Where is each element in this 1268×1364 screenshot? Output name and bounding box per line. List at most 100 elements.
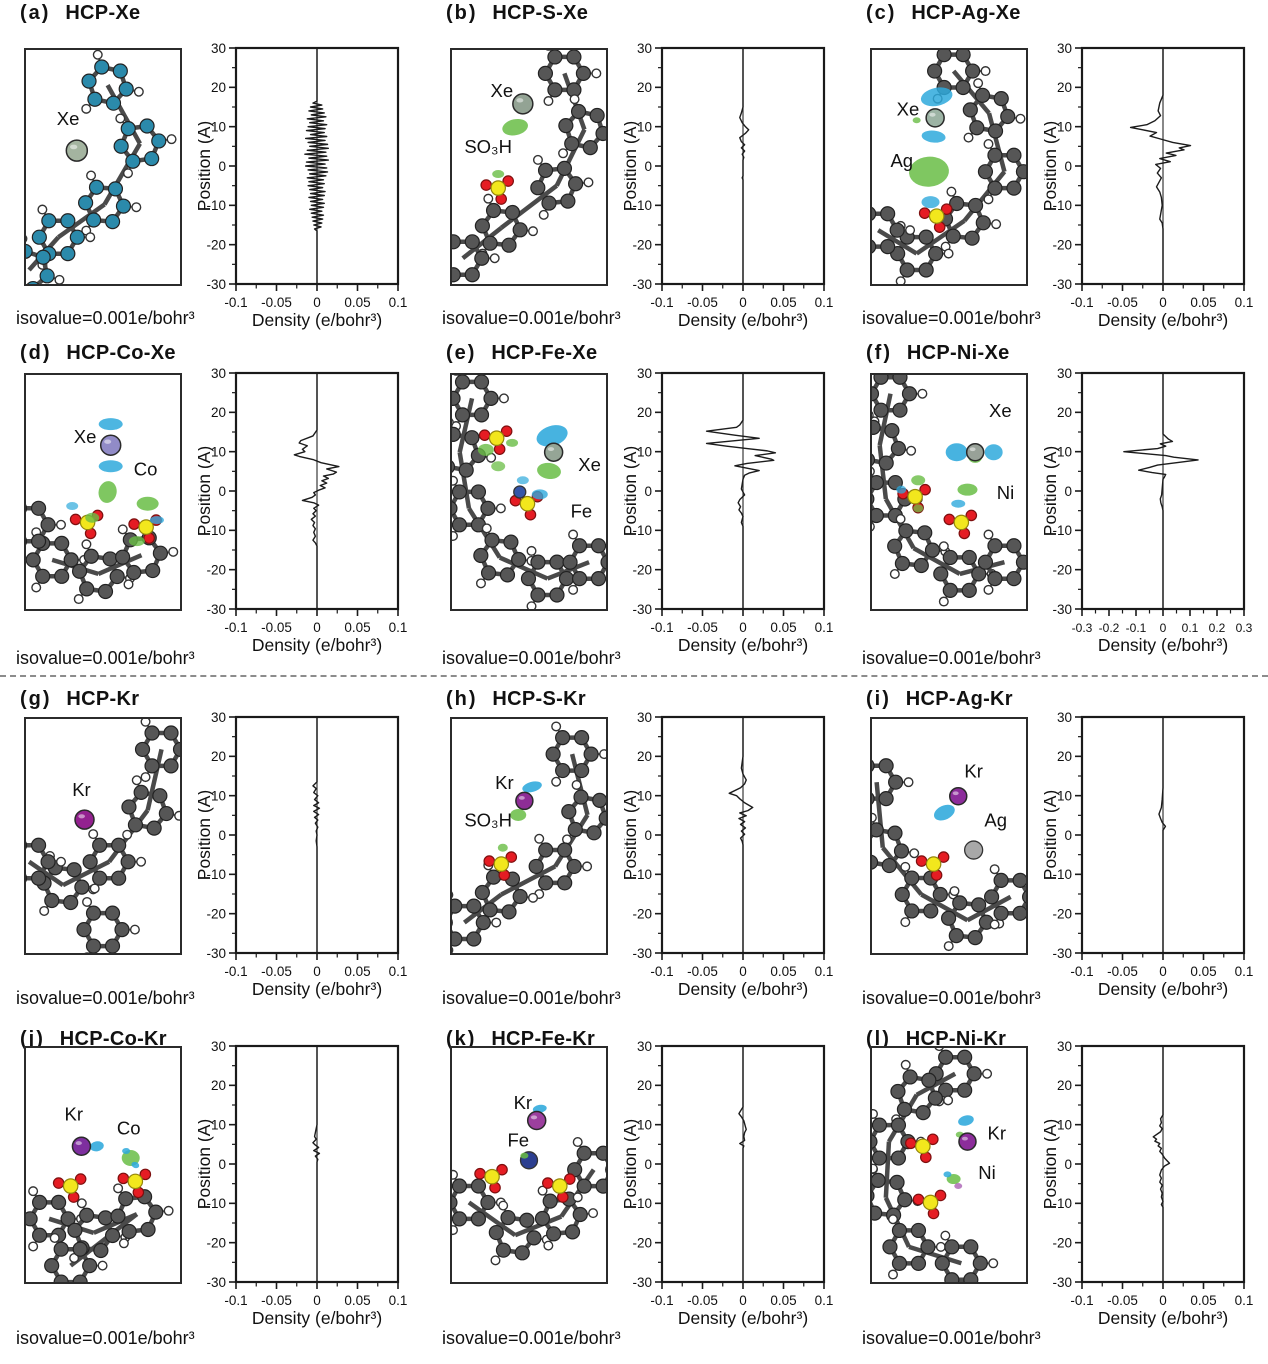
hydrogen-atom [872,1108,878,1119]
y-tick-label: -10 [632,1196,652,1211]
atom-highlight [518,796,525,800]
oxygen-atom [483,855,496,867]
y-tick-label: 30 [637,41,652,56]
hydrogen-atom [123,168,134,179]
carbon-atom [470,484,487,500]
hydrogen-atom [37,204,48,215]
carbon-atom [546,1226,562,1242]
panel-index-label: (g) [20,688,52,710]
carbon-atom [878,758,894,774]
molecule-label: Ni [978,1162,995,1183]
carbon-atom [133,784,149,801]
x-tick-label: 0.3 [1236,621,1253,635]
carbon-atom [872,239,877,254]
carbon-atom [121,1223,137,1240]
atom-highlight [69,144,78,150]
y-tick-label: -10 [206,1196,226,1211]
carbon-atom [26,874,28,883]
carbon-atom [977,554,994,570]
isovalue-caption: isovalue=0.001e/bohr³ [16,648,195,668]
isosurface-blob [89,1141,104,1152]
carbon-atom [81,73,97,89]
y-tick-label: -30 [632,602,652,617]
panel-title: (j) HCP-Co-Kr [20,1028,167,1051]
hydrogen-atom [115,113,126,124]
hydrogen-atom [82,896,93,907]
carbon-atom [881,857,897,874]
panel-b: (b) HCP-S-Xe Xe SO₃H 30 20 10 0 -10 -20 -30 -0.1… [428,2,850,338]
hydrogen-atom [56,856,67,867]
x-tick-label: 0 [739,1293,747,1308]
y-tick-label: 20 [637,749,652,764]
bond [915,218,966,256]
oxygen-atom [74,1173,87,1185]
y-tick-label: -30 [632,1275,652,1290]
carbon-atom [901,386,918,402]
oxygen-atom [474,1167,486,1180]
x-tick-label: 0 [739,295,747,310]
carbon-atom [872,1117,888,1133]
isosurface-blob [896,485,907,494]
hydrogen-atom [39,905,50,916]
bond [97,553,143,576]
plot-frame [234,46,400,286]
carbon-atom [561,804,577,820]
molecule-svg: Xe SO₃H [452,50,606,283]
oxygen-atom [128,518,140,530]
carbon-atom [549,554,565,570]
oxygen-atom [927,1133,939,1146]
y-tick-label: 0 [218,484,226,499]
molecule-label: Ag [984,810,1007,831]
hydrogen-atom [983,194,994,205]
carbon-atom [454,407,471,423]
x-tick-label: 0.05 [1190,295,1216,310]
y-tick-label: 0 [1064,828,1072,843]
hydrogen-atom [963,132,974,143]
y-tick-label: -10 [1052,198,1072,213]
carbon-atom [576,1178,592,1194]
x-axis-title: Density (e/bohr³) [252,979,382,999]
carbon-atom [562,554,578,570]
atom-highlight [952,791,959,796]
hydrogen-atom [452,475,458,486]
carbon-atom [924,542,941,558]
hydrogen-atom [895,276,906,284]
hydrogen-atom [946,186,957,197]
bond [57,202,106,240]
panel-title: (a) HCP-Xe [20,2,140,25]
panel-h: (h) HCP-S-Kr Kr SO₃H 30 20 10 0 -10 -20 -30 -0.1… [428,688,850,1024]
atom-highlight [961,1136,968,1141]
carbon-atom [899,262,915,278]
atom-highlight [516,98,524,103]
noble-gas-atom [925,108,945,128]
carbon-atom [87,91,103,107]
hydrogen-atom [872,411,874,420]
y-tick-label: -10 [206,867,226,882]
carbon-atom [955,50,971,63]
carbon-atom [872,206,877,221]
carbon-atom [913,557,929,574]
carbon-atom [104,1227,121,1244]
hydrogen-atom [26,235,28,243]
y-tick-label: 0 [218,159,226,174]
oxygen-atom [52,1177,65,1189]
carbon-atom [887,474,903,491]
carbon-atom [1006,180,1022,196]
hydrogen-atom [872,522,875,532]
carbon-atom [26,1211,38,1227]
noble-gas-atom [958,1132,977,1151]
x-tick-label: 0.1 [389,1293,408,1308]
bond [61,859,111,888]
density-plot: 30 20 10 0 -10 -20 -30 -0.1 -0.05 0 0.05 0.1 Density… [1044,1039,1253,1328]
y-tick-label: -20 [1052,1235,1072,1250]
x-tick-label: 0.05 [344,620,370,635]
carbon-atom [115,549,131,565]
hydrogen-atom [528,892,539,903]
hydrogen-atom [895,513,906,524]
density-plot: 30 20 10 0 -10 -20 -30 -0.1 -0.05 0 0.05 0.1 Density… [624,41,833,330]
oxygen-atom [934,1189,947,1202]
y-tick-label: -20 [206,1235,226,1250]
panel-name: HCP-Ag-Kr [905,688,1013,710]
carbon-atom [520,570,537,587]
hydrogen-atom [551,776,562,787]
